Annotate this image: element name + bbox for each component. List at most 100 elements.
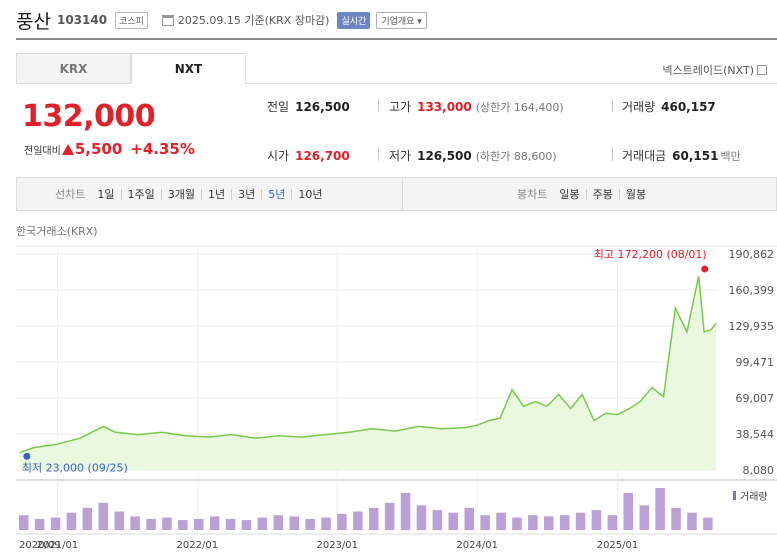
volume-bar <box>289 516 299 530</box>
y-tick-label: 160,399 <box>729 284 775 297</box>
period-bar: 선차트 1일 1주일 3개월 1년 3년 5년 10년 봉차트 일봉 주봉 월봉 <box>16 177 777 211</box>
stock-name: 풍산 <box>16 10 51 33</box>
exchange-tabs: KRX NXT <box>16 53 246 84</box>
volume-bar <box>575 512 586 530</box>
x-tick-label: 2024/01 <box>456 540 498 551</box>
volume-bar <box>34 518 45 530</box>
price-area <box>19 276 717 470</box>
tabs-divider <box>246 83 777 84</box>
stat-volume: 거래량 460,157 <box>622 98 716 115</box>
volume-bar <box>209 516 220 530</box>
x-tick-label: 2021/01 <box>37 540 79 551</box>
volume-bar <box>178 520 188 530</box>
volume-bar <box>19 515 29 530</box>
separator <box>612 99 613 112</box>
market-badge: 코스피 <box>115 11 148 29</box>
stat-label: 저가 <box>389 149 412 163</box>
price-line <box>19 275 717 454</box>
stock-code: 103140 <box>56 13 108 27</box>
volume-bar <box>703 517 713 530</box>
volume-bar <box>66 512 77 530</box>
y-tick-label: 190,862 <box>729 248 775 261</box>
stat-label: 거래량 <box>622 100 656 114</box>
nxt-trade-toggle[interactable]: 넥스트레이드(NXT) <box>662 62 767 78</box>
volume-bar <box>321 517 331 530</box>
change-percent: +4.35% <box>130 140 195 158</box>
volume-bar <box>671 507 681 530</box>
volume-bar <box>114 511 124 530</box>
volume-bar <box>480 515 490 530</box>
volume-bar <box>687 512 697 530</box>
stat-sub: (하한가 88,600) <box>475 150 557 163</box>
period-1y[interactable]: 1년 <box>201 188 231 200</box>
candle-weekly[interactable]: 주봉 <box>585 188 619 200</box>
price-change: 전일대비 5,500 +4.35% <box>24 140 195 158</box>
candle-monthly[interactable]: 월봉 <box>618 188 652 200</box>
volume-bar <box>257 517 268 530</box>
x-tick-label: 2020/09 <box>19 540 61 551</box>
volume-bar <box>98 502 108 530</box>
stat-prev-close: 전일 126,500 <box>267 98 350 115</box>
period-5y[interactable]: 5년 <box>261 188 291 200</box>
period-3m[interactable]: 3개월 <box>160 188 201 200</box>
candle-period-group: 봉차트 일봉 주봉 월봉 <box>517 178 652 210</box>
exchange-label: 한국거래소(KRX) <box>16 225 98 238</box>
candle-daily[interactable]: 일봉 <box>559 187 580 201</box>
y-tick-label: 69,007 <box>736 392 775 405</box>
up-arrow-icon <box>61 143 74 155</box>
live-badge: 실시간 <box>337 11 371 29</box>
stat-unit: 백만 <box>720 150 741 163</box>
stat-value: 60,151 <box>672 149 719 163</box>
stat-trade-value: 거래대금 60,151 백만 <box>622 147 741 164</box>
period-3y[interactable]: 3년 <box>231 188 261 200</box>
current-price: 132,000 <box>22 99 156 134</box>
line-chart-label: 선차트 <box>55 188 86 201</box>
stat-sub: (상한가 164,400) <box>475 101 564 114</box>
stat-open: 시가 126,700 <box>267 147 350 164</box>
volume-bar <box>448 512 458 530</box>
checkbox-icon[interactable] <box>757 65 767 75</box>
period-10y[interactable]: 10년 <box>291 188 328 200</box>
volume-bar <box>162 517 172 530</box>
stat-label: 시가 <box>267 149 290 163</box>
volume-bar <box>305 518 315 530</box>
volume-bar <box>369 507 379 530</box>
tab-krx[interactable]: KRX <box>16 53 131 84</box>
min-marker <box>23 452 31 460</box>
max-annotation: 최고 172,200 (08/01) <box>594 248 707 261</box>
stat-value: 460,157 <box>661 100 716 114</box>
volume-bar <box>241 520 252 530</box>
volume-legend-label: 거래량 <box>740 491 768 503</box>
volume-bar <box>337 513 347 530</box>
stat-high: 고가 133,000 (상한가 164,400) <box>389 98 564 115</box>
separator <box>378 148 379 161</box>
change-label: 전일대비 <box>24 145 61 157</box>
volume-bar <box>528 515 538 530</box>
x-tick-label: 2022/01 <box>177 540 219 551</box>
volume-bar <box>623 492 633 530</box>
volume-bar <box>496 512 506 530</box>
candle-chart-label: 봉차트 <box>517 188 548 201</box>
x-tick-label: 2023/01 <box>316 540 358 551</box>
volume-bar <box>591 510 602 530</box>
volume-bar <box>273 515 283 530</box>
tab-nxt[interactable]: NXT <box>131 53 246 84</box>
header-rule <box>16 38 777 40</box>
volume-bar <box>639 505 649 530</box>
volume-bar <box>512 517 522 530</box>
volume-bar <box>82 507 93 530</box>
period-1w[interactable]: 1주일 <box>120 188 161 200</box>
company-info-button[interactable]: 기업개요 ▾ <box>376 11 427 29</box>
period-divider <box>402 178 403 210</box>
stock-header: 풍산 103140 코스피 2025.09.15 기준(KRX 장마감) 실시간… <box>16 6 427 34</box>
volume-bar <box>464 507 474 530</box>
stat-value: 126,500 <box>295 100 350 114</box>
volume-bar <box>416 505 427 530</box>
stat-value: 126,500 <box>417 149 472 163</box>
volume-bar <box>432 510 443 530</box>
volume-bar <box>146 518 156 530</box>
period-1d[interactable]: 1일 <box>97 187 115 201</box>
stat-low: 저가 126,500 (하한가 88,600) <box>389 147 557 164</box>
y-tick-label: 38,544 <box>736 428 775 441</box>
